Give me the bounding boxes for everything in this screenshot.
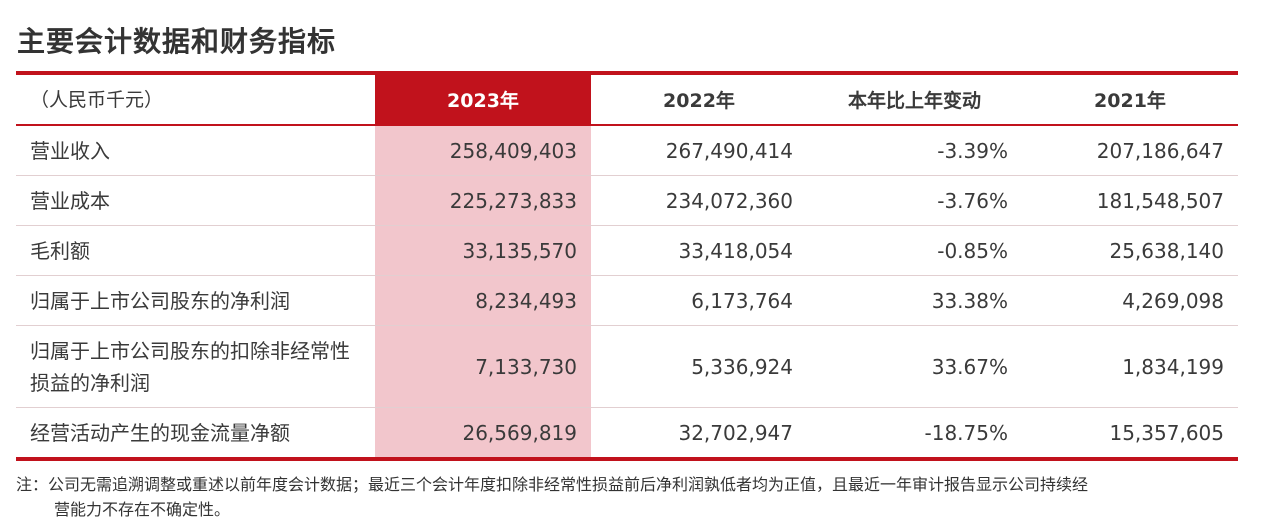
- column-header-change: 本年比上年变动: [847, 90, 981, 112]
- footnote-line-2: 营能力不存在不确定性。: [54, 500, 231, 519]
- row-label: 毛利额: [30, 238, 90, 263]
- row-label: 归属于上市公司股东的净利润: [30, 288, 290, 313]
- row-label: 经营活动产生的现金流量净额: [30, 420, 290, 445]
- unit-header: （人民币千元）: [30, 88, 164, 111]
- value-2022: 33,418,054: [678, 238, 793, 263]
- value-2021: 4,269,098: [1122, 288, 1224, 313]
- row-label: 归属于上市公司股东的扣除非经常性损益的净利润: [30, 338, 350, 395]
- row-label: 营业成本: [30, 188, 110, 213]
- value-2023: 26,569,819: [375, 408, 591, 457]
- value-2022: 5,336,924: [691, 354, 793, 379]
- value-2021: 181,548,507: [1096, 188, 1224, 213]
- value-2021: 15,357,605: [1109, 420, 1224, 445]
- table-row: 营业成本 225,273,833 234,072,360 -3.76% 181,…: [16, 176, 1238, 226]
- value-change: -18.75%: [924, 420, 1008, 445]
- value-change: -3.39%: [937, 138, 1008, 163]
- table-row: 归属于上市公司股东的扣除非经常性损益的净利润 7,133,730 5,336,9…: [16, 326, 1238, 408]
- table-row: 归属于上市公司股东的净利润 8,234,493 6,173,764 33.38%…: [16, 276, 1238, 326]
- table-row: 营业收入 258,409,403 267,490,414 -3.39% 207,…: [16, 126, 1238, 176]
- table-row: 毛利额 33,135,570 33,418,054 -0.85% 25,638,…: [16, 226, 1238, 276]
- value-2023: 33,135,570: [375, 226, 591, 275]
- value-2023: 8,234,493: [375, 276, 591, 325]
- value-2021: 207,186,647: [1096, 138, 1224, 163]
- value-change: -0.85%: [937, 238, 1008, 263]
- table-row: 经营活动产生的现金流量净额 26,569,819 32,702,947 -18.…: [16, 408, 1238, 457]
- row-label: 营业收入: [30, 138, 110, 163]
- value-2021: 25,638,140: [1109, 238, 1224, 263]
- value-change: -3.76%: [937, 188, 1008, 213]
- value-change: 33.38%: [931, 288, 1008, 313]
- value-2022: 32,702,947: [678, 420, 793, 445]
- value-2023: 225,273,833: [375, 176, 591, 225]
- page-title: 主要会计数据和财务指标: [17, 25, 337, 58]
- table-header-row: （人民币千元） 2023年 2022年 本年比上年变动 2021年: [16, 75, 1238, 126]
- column-header-2021: 2021年: [1094, 90, 1166, 112]
- financial-indicators-table: （人民币千元） 2023年 2022年 本年比上年变动 2021年 营业收入 2…: [16, 71, 1238, 461]
- column-header-2023: 2023年: [375, 75, 591, 124]
- value-2021: 1,834,199: [1122, 354, 1224, 379]
- footnote: 注：公司无需追溯调整或重述以前年度会计数据；最近三个会计年度扣除非经常性损益前后…: [16, 472, 1246, 522]
- column-header-2022: 2022年: [663, 90, 735, 112]
- value-change: 33.67%: [931, 354, 1008, 379]
- footnote-line-1: 注：公司无需追溯调整或重述以前年度会计数据；最近三个会计年度扣除非经常性损益前后…: [16, 475, 1089, 494]
- value-2022: 234,072,360: [665, 188, 793, 213]
- value-2022: 267,490,414: [665, 138, 793, 163]
- value-2022: 6,173,764: [691, 288, 793, 313]
- value-2023: 258,409,403: [375, 126, 591, 175]
- value-2023: 7,133,730: [375, 326, 591, 407]
